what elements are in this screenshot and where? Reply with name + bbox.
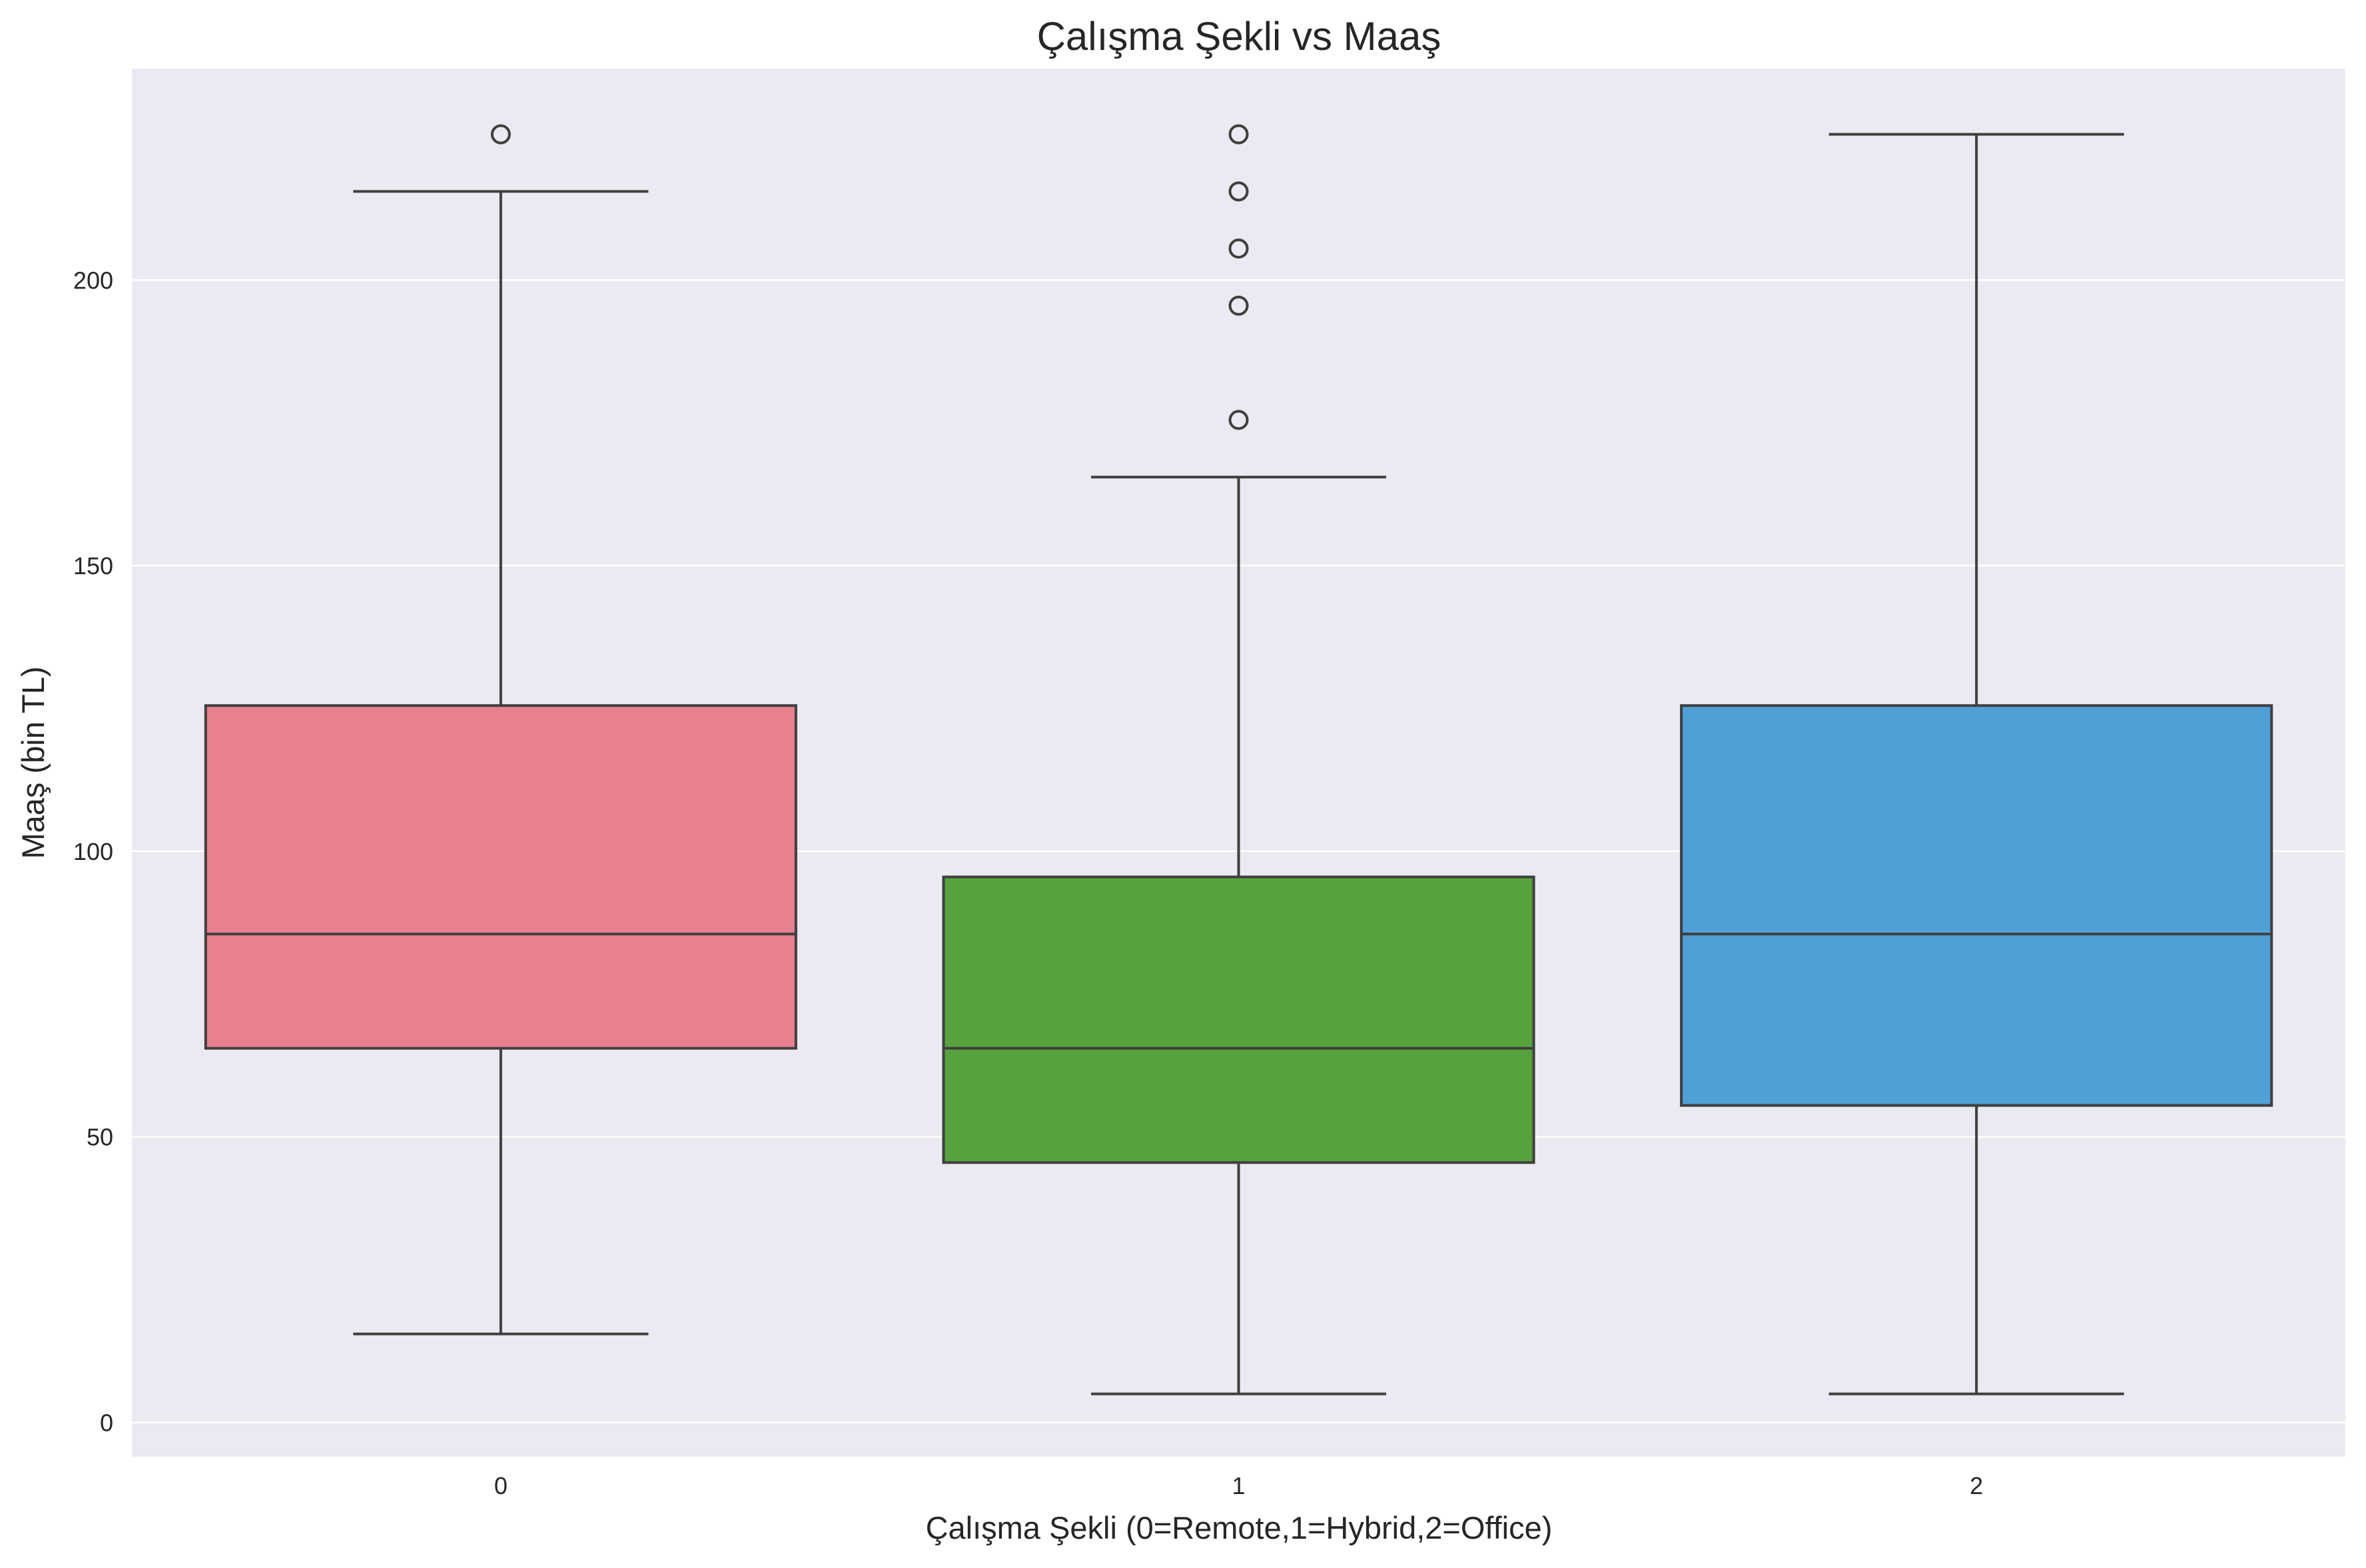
outlier-point: [1228, 295, 1249, 316]
outlier-point: [1228, 124, 1249, 145]
x-tick-label: 1: [1232, 1472, 1245, 1499]
y-tick-label: 50: [87, 1124, 113, 1151]
y-tick-label: 200: [73, 266, 113, 294]
box-group-2: [1680, 133, 2273, 1395]
box-group-1: [942, 124, 1535, 1395]
iqr-box: [1680, 704, 2273, 1107]
outlier-point: [1228, 181, 1249, 202]
box-group-0: [204, 124, 797, 1336]
y-axis-label: Maaş (bin TL): [15, 666, 51, 859]
x-tick-label: 0: [494, 1472, 508, 1499]
x-axis-label: Çalışma Şekli (0=Remote,1=Hybrid,2=Offic…: [926, 1510, 1553, 1545]
y-tick-label: 150: [73, 552, 113, 580]
boxes: [204, 124, 2273, 1395]
outlier-point: [1228, 410, 1249, 430]
outlier-point: [1228, 238, 1249, 259]
y-tick-label: 100: [73, 838, 113, 865]
x-tick-label: 2: [1970, 1472, 1983, 1499]
iqr-box: [204, 704, 797, 1050]
x-axis-ticks: 0 1 2: [494, 1472, 1983, 1499]
y-axis-ticks: 0 50 100 150 200: [73, 266, 113, 1436]
iqr-box: [942, 875, 1535, 1164]
outlier-point: [490, 124, 511, 145]
chart-title: Çalışma Şekli vs Maaş: [1037, 14, 1441, 59]
y-tick-label: 0: [100, 1409, 113, 1437]
